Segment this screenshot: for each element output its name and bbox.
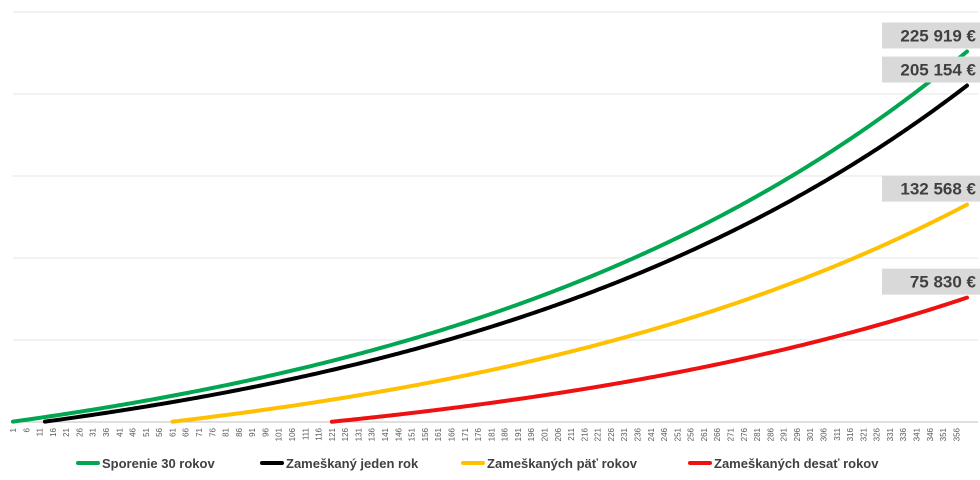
- series-lines: [11, 49, 969, 424]
- x-tick-label: 11: [36, 427, 45, 436]
- x-tick-label: 276: [740, 427, 749, 441]
- x-tick-label: 291: [780, 427, 789, 441]
- x-tick-label: 226: [607, 427, 616, 441]
- x-tick-label: 326: [873, 427, 882, 441]
- x-tick-label: 91: [248, 427, 257, 436]
- x-tick-label: 126: [341, 427, 350, 441]
- x-tick-label: 6: [22, 427, 31, 432]
- x-tick-label: 321: [859, 427, 868, 441]
- x-tick-label: 166: [447, 427, 456, 441]
- x-tick-label: 16: [49, 427, 58, 436]
- x-tick-label: 256: [687, 427, 696, 441]
- legend-entry: Zameškaných päť rokov: [487, 456, 638, 471]
- x-tick-label: 336: [899, 427, 908, 441]
- x-tick-label: 116: [315, 427, 324, 440]
- x-tick-label: 201: [540, 427, 549, 441]
- x-tick-label: 356: [952, 427, 961, 441]
- x-tick-label: 236: [633, 427, 642, 441]
- x-tick-label: 141: [381, 427, 390, 441]
- x-tick-label: 31: [89, 427, 98, 436]
- x-axis-ticks: 1 6 11 16 21 26 31 36 41 46 51 56 61 66 71 76 81 86 91 96 10…: [9, 427, 961, 441]
- x-tick-label: 21: [62, 427, 71, 436]
- x-tick-label: 316: [846, 427, 855, 441]
- legend-entry: Sporenie 30 rokov: [102, 456, 215, 471]
- series-line: [11, 49, 969, 424]
- x-tick-label: 231: [620, 427, 629, 441]
- x-tick-label: 186: [501, 427, 510, 441]
- x-tick-label: 196: [527, 427, 536, 441]
- x-tick-label: 191: [514, 427, 523, 441]
- x-tick-label: 1: [9, 427, 18, 432]
- x-tick-label: 121: [328, 427, 337, 441]
- end-value-label-box: [882, 268, 980, 295]
- x-tick-label: 246: [660, 427, 669, 441]
- x-tick-label: 66: [182, 427, 191, 436]
- x-tick-label: 206: [554, 427, 563, 441]
- series-line: [42, 83, 969, 424]
- x-tick-label: 306: [820, 427, 829, 441]
- x-tick-label: 56: [155, 427, 164, 436]
- x-tick-label: 26: [75, 427, 84, 436]
- x-tick-label: 86: [235, 427, 244, 436]
- x-tick-label: 146: [394, 427, 403, 441]
- end-value-label: 205 154 €: [900, 61, 976, 80]
- x-tick-label: 96: [261, 427, 270, 436]
- x-tick-label: 61: [168, 427, 177, 436]
- legend: Sporenie 30 rokov Zameškaný jeden rok Zame…: [76, 456, 879, 471]
- x-tick-label: 346: [926, 427, 935, 441]
- x-tick-label: 136: [368, 427, 377, 441]
- x-tick-label: 111: [301, 427, 310, 440]
- x-tick-label: 51: [142, 427, 151, 436]
- x-tick-label: 41: [115, 427, 124, 436]
- x-tick-label: 281: [753, 427, 762, 441]
- x-tick-label: 216: [580, 427, 589, 441]
- x-tick-label: 221: [594, 427, 603, 441]
- x-tick-label: 311: [833, 427, 842, 440]
- x-tick-label: 161: [434, 427, 443, 441]
- x-tick-label: 286: [766, 427, 775, 441]
- x-tick-label: 71: [195, 427, 204, 436]
- x-tick-label: 331: [886, 427, 895, 441]
- end-value-labels: 225 919 € 205 154 € 132 568 € 75 830 €: [882, 22, 980, 295]
- x-tick-label: 351: [939, 427, 948, 441]
- x-tick-label: 46: [129, 427, 138, 436]
- x-tick-label: 151: [408, 427, 417, 441]
- legend-entry: Zameškaných desať rokov: [714, 456, 879, 471]
- x-tick-label: 271: [726, 427, 735, 441]
- x-tick-label: 181: [487, 427, 496, 441]
- x-tick-label: 156: [421, 427, 430, 441]
- x-tick-label: 81: [222, 427, 231, 436]
- series-line: [329, 295, 969, 424]
- x-tick-label: 76: [208, 427, 217, 436]
- x-tick-label: 211: [567, 427, 576, 440]
- x-tick-label: 101: [275, 427, 284, 441]
- end-value-label-box: [882, 56, 980, 83]
- x-tick-label: 261: [700, 427, 709, 441]
- x-tick-label: 241: [647, 427, 656, 441]
- x-tick-label: 301: [806, 427, 815, 441]
- x-tick-label: 171: [461, 427, 470, 441]
- x-tick-label: 131: [354, 427, 363, 441]
- x-tick-label: 296: [793, 427, 802, 441]
- end-value-label-box: [882, 22, 980, 49]
- x-tick-label: 266: [713, 427, 722, 441]
- series-line: [170, 202, 969, 424]
- end-value-label: 225 919 €: [900, 26, 976, 45]
- end-value-label-box: [882, 175, 980, 202]
- x-tick-label: 106: [288, 427, 297, 441]
- x-tick-label: 251: [673, 427, 682, 441]
- end-value-label: 75 830 €: [910, 273, 977, 292]
- x-tick-label: 36: [102, 427, 111, 436]
- end-value-label: 132 568 €: [900, 180, 976, 199]
- x-tick-label: 176: [474, 427, 483, 441]
- x-tick-label: 341: [913, 427, 922, 441]
- gridlines: [13, 11, 978, 423]
- legend-entry: Zameškaný jeden rok: [286, 456, 419, 471]
